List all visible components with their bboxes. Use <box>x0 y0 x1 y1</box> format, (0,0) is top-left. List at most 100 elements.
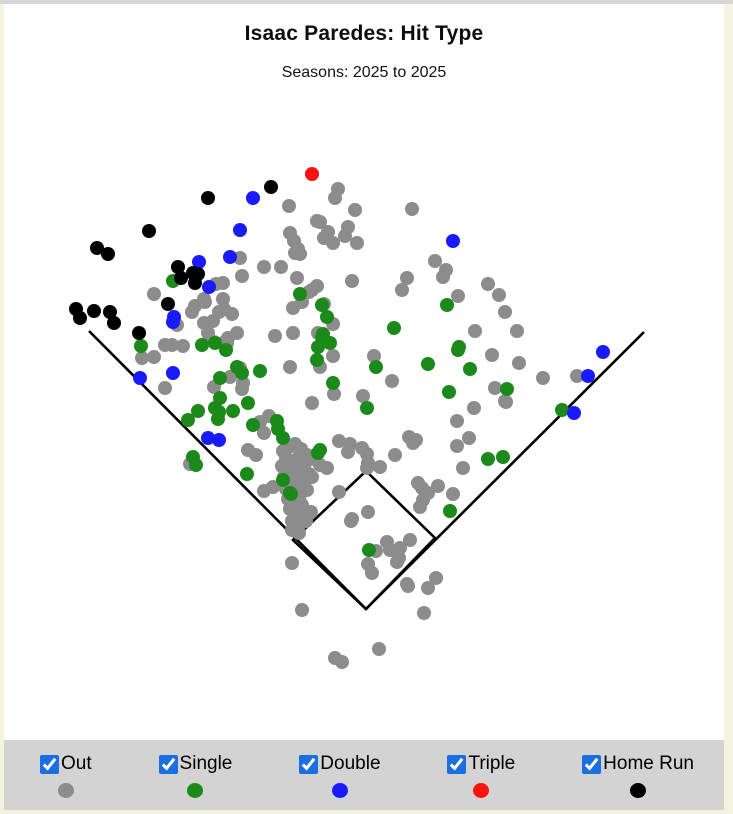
hit-point-out <box>290 271 304 285</box>
hit-point-single <box>320 310 334 324</box>
hit-point-out <box>367 349 381 363</box>
hit-point-single <box>442 385 456 399</box>
hit-point-out <box>405 202 419 216</box>
hit-point-single <box>421 357 435 371</box>
legend-toggle-out[interactable]: Out <box>40 753 92 775</box>
hit-point-single <box>496 450 510 464</box>
hit-point-out <box>361 505 375 519</box>
legend-toggle-home-run[interactable]: Home Run <box>582 753 694 775</box>
hit-point-home-run <box>101 247 115 261</box>
hit-point-single <box>311 340 325 354</box>
hit-point-out <box>304 505 318 519</box>
hit-point-single <box>211 412 225 426</box>
legend-checkbox-triple[interactable] <box>447 754 467 774</box>
legend-toggle-single[interactable]: Single <box>158 753 233 775</box>
page-title: Isaac Paredes: Hit Type <box>244 22 484 45</box>
legend-label-triple: Triple <box>468 753 516 774</box>
hit-point-single <box>219 343 233 357</box>
hit-point-single <box>362 543 376 557</box>
hit-point-out <box>462 431 476 445</box>
hit-point-out <box>274 260 288 274</box>
hit-point-out <box>428 254 442 268</box>
hit-point-double <box>212 433 226 447</box>
hit-point-out <box>373 460 387 474</box>
hit-point-out <box>282 199 296 213</box>
hit-point-out <box>221 331 235 345</box>
hit-point-out <box>450 439 464 453</box>
hit-point-out <box>295 603 309 617</box>
hit-point-out <box>403 533 417 547</box>
hit-point-out <box>283 360 297 374</box>
hit-point-out <box>313 215 327 229</box>
hit-point-single <box>213 371 227 385</box>
hit-point-out <box>390 555 404 569</box>
hit-point-out <box>492 288 506 302</box>
hit-point-single <box>323 336 337 350</box>
legend-checkbox-double[interactable] <box>299 754 319 774</box>
legend-checkbox-home-run[interactable] <box>582 754 602 774</box>
hit-point-single <box>293 287 307 301</box>
hit-point-home-run <box>201 191 215 205</box>
legend-checkbox-out[interactable] <box>40 754 59 774</box>
hit-point-single <box>189 458 203 472</box>
legend-dot-double <box>331 783 348 798</box>
hit-point-double <box>446 234 460 248</box>
hit-point-double <box>201 431 215 445</box>
hit-point-double <box>246 191 260 205</box>
hit-point-out <box>332 485 346 499</box>
hit-point-single <box>463 362 477 376</box>
hit-point-out <box>429 571 443 585</box>
hit-point-single <box>481 452 495 466</box>
hit-point-out <box>216 276 230 290</box>
hit-point-out <box>512 356 526 370</box>
legend-checkbox-single[interactable] <box>158 754 178 774</box>
hit-point-single <box>440 298 454 312</box>
hit-point-out <box>436 270 450 284</box>
hit-point-out <box>360 461 374 475</box>
hit-point-out <box>456 461 470 475</box>
hit-point-out <box>421 581 435 595</box>
hit-point-single <box>276 431 290 445</box>
hit-point-out <box>335 655 349 669</box>
hit-point-home-run <box>142 224 156 238</box>
hit-point-home-run <box>132 326 146 340</box>
hit-point-out <box>365 566 379 580</box>
hit-point-out <box>185 305 199 319</box>
hit-point-single <box>500 382 514 396</box>
hit-point-double <box>567 406 581 420</box>
hit-point-out <box>305 396 319 410</box>
hit-point-out <box>235 269 249 283</box>
hit-point-single <box>276 473 290 487</box>
legend-label-out: Out <box>61 753 92 774</box>
hit-point-double <box>581 369 595 383</box>
hit-point-out <box>288 246 302 260</box>
legend-item-home-run: Home Run <box>582 753 694 798</box>
hit-point-out <box>413 500 427 514</box>
legend-toggle-double[interactable]: Double <box>299 753 381 775</box>
hit-point-out <box>338 229 352 243</box>
hit-point-out <box>350 236 364 250</box>
hit-point-out <box>499 395 513 409</box>
legend-item-out: Out <box>40 753 92 798</box>
hit-point-double <box>192 255 206 269</box>
hit-point-out <box>400 271 414 285</box>
hit-point-double <box>202 280 216 294</box>
hit-point-single <box>451 343 465 357</box>
hit-point-out <box>292 526 306 540</box>
hit-point-single <box>226 404 240 418</box>
legend-toggle-triple[interactable]: Triple <box>447 753 515 775</box>
legend-dot-out <box>57 783 74 798</box>
hit-point-out <box>481 277 495 291</box>
hit-point-out <box>510 324 524 338</box>
hit-point-home-run <box>73 311 87 325</box>
hit-point-out <box>135 351 149 365</box>
hit-point-single <box>387 321 401 335</box>
hit-point-double <box>233 223 247 237</box>
legend-label-single: Single <box>179 753 233 774</box>
hit-point-out <box>147 350 161 364</box>
hit-point-out <box>286 301 300 315</box>
hit-point-out <box>498 305 512 319</box>
page-subtitle: Seasons: 2025 to 2025 <box>281 64 447 81</box>
hit-point-out <box>212 305 226 319</box>
